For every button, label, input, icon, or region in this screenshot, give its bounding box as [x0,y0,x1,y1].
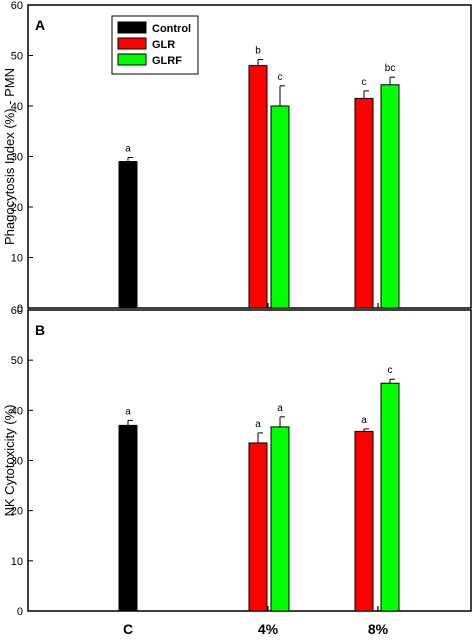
panel-b: 0 10 20 30 40 50 60 NK Cytotoxicity (%) Ba a a a c [2,305,472,618]
bar-glrf-8pct [380,84,400,309]
significance-label-glr-8pct: c [362,77,367,88]
legend: Control GLR GLRF [111,15,199,75]
y-tick-label: 30 [11,456,23,468]
y-tick-label: 20 [11,202,23,214]
panel-letter: A [35,17,45,33]
bar-control-c [118,424,138,612]
y-tick-label: 40 [11,101,23,113]
significance-label-glrf-4pct: c [278,72,283,83]
y-tick-label: 10 [11,253,23,265]
y-tick-label: 40 [11,405,23,417]
bar-glrf-4pct [270,426,290,612]
bar-glrf-4pct [270,105,290,309]
y-tick-label: 0 [17,606,23,618]
significance-label-glrf-8pct: c [388,365,393,376]
bar-glrf-8pct [380,382,400,612]
bar-control-c [118,161,138,309]
significance-label-glr-4pct: b [255,46,261,57]
y-tick-label: 0 [17,303,23,315]
y-tick-label: 50 [11,355,23,367]
panel-letter: B [35,322,45,338]
y-tick-label: 20 [11,506,23,518]
bar-glr-4pct [248,442,268,612]
legend-label-control: Control [152,23,191,35]
significance-label-glr-8pct: a [361,415,367,426]
significance-label-glrf-4pct: a [277,403,283,414]
y-axis-label: Phagocytosis Index (%) - PMN [2,68,17,245]
legend-label-glrf: GLRF [152,55,182,67]
bar-glr-8pct [354,430,374,612]
y-tick-label: 50 [11,51,23,63]
x-category-label-8pct: 8% [368,621,389,637]
significance-label-glrf-8pct: bc [385,63,396,74]
y-axis-label: NK Cytotoxicity (%) [2,405,17,517]
panel-a: 0 10 20 30 40 50 60 Phagocytosis Index (%) - PM… [2,0,472,315]
y-tick-label: 60 [11,0,23,12]
y-tick-label: 30 [11,152,23,164]
significance-label-control-c: a [125,406,131,417]
legend-swatch-glrf [117,53,147,66]
significance-label-control-c: a [125,144,131,155]
legend-label-glr: GLR [152,39,175,51]
bar-glr-8pct [354,97,374,309]
legend-swatch-control [117,21,147,34]
y-tick-label: 60 [11,305,23,317]
y-tick-label: 10 [11,556,23,568]
x-axis-category-labels: C 4% 8% [123,621,389,637]
x-category-label-4pct: 4% [258,621,279,637]
bar-glr-4pct [248,65,268,309]
x-category-label-c: C [123,621,133,637]
significance-label-glr-4pct: a [255,419,261,430]
legend-swatch-glr [117,37,147,50]
